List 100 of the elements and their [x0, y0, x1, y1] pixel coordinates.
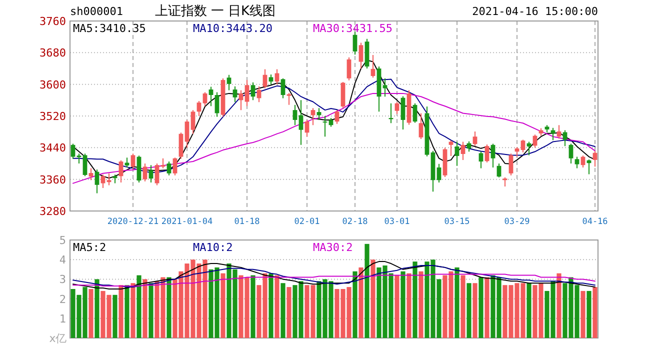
y-tick-label: 3520: [40, 110, 66, 123]
bar: [250, 275, 256, 338]
x-tick-label: 02-01: [294, 217, 320, 227]
candlestick: [574, 156, 580, 169]
candlestick: [148, 164, 154, 183]
y-axis-title: x亿: [49, 332, 67, 345]
candlestick: [520, 139, 526, 153]
bar: [418, 271, 424, 338]
candlestick: [382, 78, 388, 98]
y-tick-label: 3280: [40, 205, 66, 218]
candlestick: [184, 119, 190, 148]
candlestick: [460, 141, 466, 160]
bar: [472, 283, 478, 338]
text: sh000001: [70, 5, 123, 18]
bar: [358, 267, 364, 338]
x-tick-label: 02-18: [342, 217, 368, 227]
candlestick: [298, 100, 304, 146]
candlestick: [358, 42, 364, 69]
bar: [484, 277, 490, 338]
bar: [478, 277, 484, 338]
bar: [130, 283, 136, 338]
text: 2021-04-16 15:00:00: [472, 5, 598, 18]
candlestick: [214, 92, 220, 118]
bar: [406, 273, 412, 338]
bar: [112, 294, 118, 338]
bar: [166, 277, 172, 338]
candlestick: [484, 144, 490, 163]
text: MA10:3443.20: [193, 22, 272, 35]
candlestick: [106, 172, 112, 186]
candlestick: [100, 174, 106, 189]
bar: [592, 287, 598, 338]
x-tick-label: 04-16: [582, 217, 608, 227]
candlestick: [226, 74, 232, 91]
candlestick: [592, 150, 598, 168]
bar: [454, 267, 460, 338]
candlestick: [118, 160, 124, 183]
candlestick: [418, 112, 424, 140]
line-series: [72, 92, 596, 184]
candlestick: [346, 56, 352, 81]
x-tick-label: 01-18: [234, 217, 260, 227]
bar: [268, 273, 274, 338]
candlestick: [208, 86, 214, 107]
bar: [394, 275, 400, 338]
bar: [118, 285, 124, 338]
y-tick-label: 4: [59, 254, 66, 267]
line-series: [72, 274, 596, 287]
bar: [280, 283, 286, 338]
candlestick: [370, 54, 376, 78]
candlestick: [202, 92, 208, 107]
bar: [580, 290, 586, 338]
y-tick-label: 1: [59, 312, 66, 326]
candlestick: [190, 110, 196, 134]
candlestick: [94, 168, 100, 194]
candlestick: [232, 86, 238, 103]
candlestick: [142, 163, 148, 182]
candlestick: [478, 151, 484, 169]
y-tick-label: 2: [59, 292, 66, 306]
text: MA5:2: [73, 241, 106, 254]
candlestick: [352, 31, 358, 56]
candlestick: [448, 140, 454, 156]
candlestick: [472, 130, 478, 146]
x-tick-label: 2020-12-21: [107, 217, 159, 227]
x-tick-label: 03-15: [444, 217, 470, 227]
y-tick-label: 3: [59, 273, 66, 286]
candlestick: [244, 79, 250, 107]
candlestick: [436, 163, 442, 183]
chart-title: 上证指数 一 日K线图: [154, 4, 276, 19]
bar: [400, 271, 406, 338]
bar: [466, 283, 472, 338]
candlestick: [154, 163, 160, 186]
bar: [286, 287, 292, 338]
y-tick-label: 3760: [40, 15, 66, 28]
candlestick: [172, 157, 178, 176]
candlestick: [490, 143, 496, 168]
bar: [142, 279, 148, 338]
bar: [412, 262, 418, 338]
candlestick: [292, 104, 298, 126]
candlestick: [70, 143, 76, 160]
candlestick: [400, 96, 406, 130]
x-tick-label: 2021-01-04: [161, 217, 213, 227]
bar: [526, 283, 532, 338]
bar: [352, 271, 358, 338]
bar: [364, 244, 370, 338]
y-tick-label: 5: [59, 234, 66, 247]
candlestick: [508, 153, 514, 176]
candlestick: [340, 81, 346, 109]
candlestick: [268, 74, 274, 85]
bar: [148, 283, 154, 338]
text: MA30:2: [313, 241, 353, 254]
candlestick: [280, 78, 286, 99]
candlestick: [286, 92, 292, 106]
candlestick: [130, 153, 136, 170]
x-tick-label: 03-29: [504, 217, 530, 227]
text: MA5:3410.35: [73, 22, 146, 35]
bar: [556, 273, 562, 338]
candlestick: [124, 157, 130, 168]
candlestick: [304, 119, 310, 138]
candlestick: [412, 102, 418, 124]
candlestick: [394, 102, 400, 115]
candlestick: [196, 100, 202, 116]
